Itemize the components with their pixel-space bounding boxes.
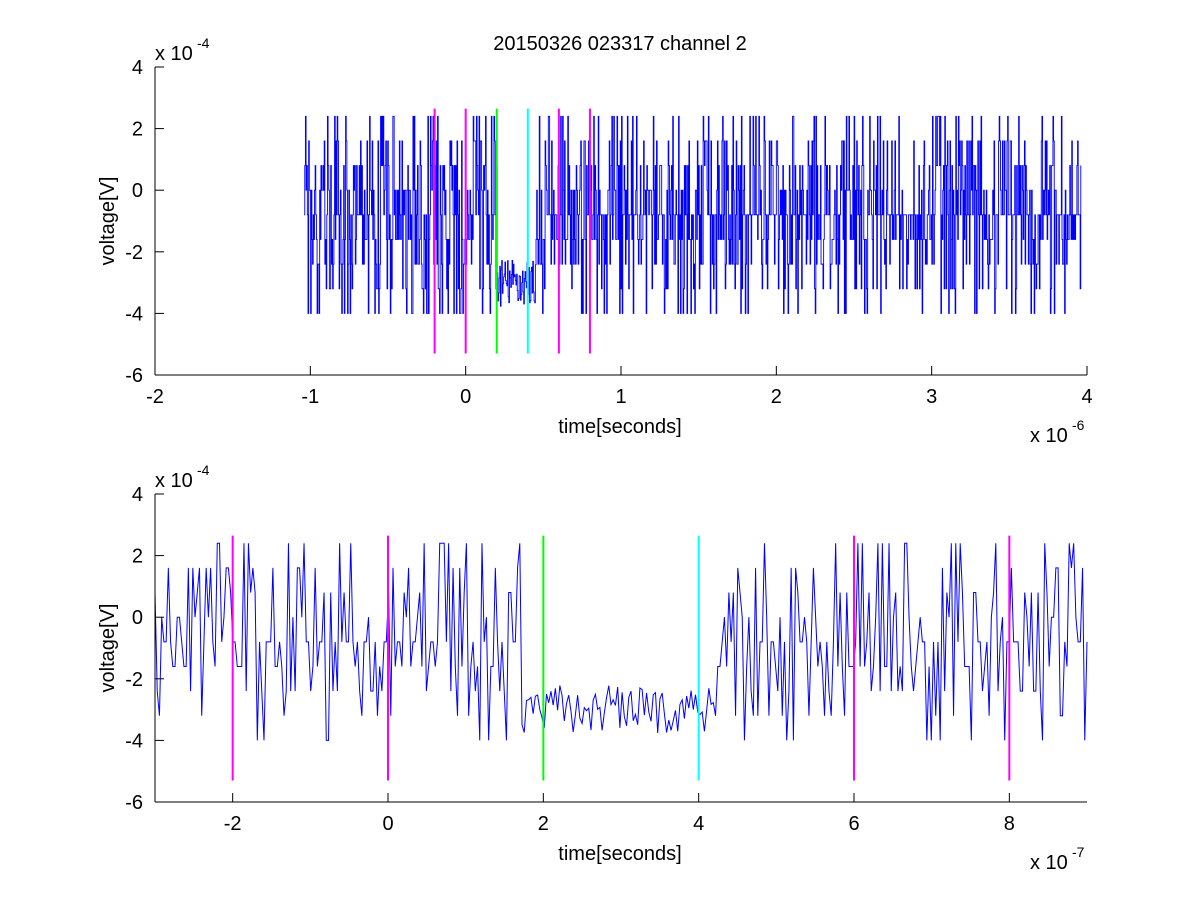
bottom-y-tick-label: -6 [125,792,143,814]
top-y-exponent: x 10 -4 [155,35,210,65]
bottom-x-tick-label: 4 [693,813,704,835]
bottom-x-axis-label: time[seconds] [558,843,681,865]
top-x-tick-label: 0 [460,386,471,408]
top-x-tick-label: -1 [301,386,319,408]
top-y-tick-label: -2 [125,242,143,264]
bottom-y-tick-label: -2 [125,669,143,691]
bottom-axes-box [155,494,1087,802]
bottom-plot-panel: -2 0 2 4 6 8 -6 -4 -2 0 2 4 time[seconds] voltage[V… [97,462,1088,874]
bottom-x-tick-label: 2 [538,813,549,835]
top-y-axis-label: voltage[V] [97,177,119,266]
top-plot-panel: -2 -1 0 1 2 3 4 -6 -4 -2 0 2 4 time[seconds] voltage… [97,35,1093,447]
top-y-tick-label: 4 [132,57,143,79]
bottom-x-tick-label: 0 [382,813,393,835]
top-x-tick-label: 2 [771,386,782,408]
bottom-y-tick-label: 4 [132,484,143,506]
top-signal-line [304,115,1082,314]
bottom-plot-area: -2 0 2 4 6 8 -6 -4 -2 0 2 4 [125,484,1088,835]
top-x-tick-label: -2 [146,386,164,408]
bottom-y-tick-label: 0 [132,607,143,629]
top-x-axis-label: time[seconds] [558,416,681,438]
bottom-y-tick-label: 2 [132,546,143,568]
bottom-x-exponent-base: x 10 [1030,852,1068,874]
top-x-exponent: x 10 -6 [1030,417,1085,447]
bottom-x-tick-label: -2 [224,813,242,835]
top-x-exponent-base: x 10 [1030,425,1068,447]
bottom-y-exponent: x 10 -4 [155,462,210,492]
top-x-tick-label: 3 [926,386,937,408]
bottom-x-tick-label: 8 [1004,813,1015,835]
bottom-y-exponent-power: -4 [197,462,210,478]
bottom-y-exponent-base: x 10 [155,470,193,492]
bottom-y-tick-label: -4 [125,730,143,752]
figure-title: 20150326 023317 channel 2 [493,33,747,55]
bottom-signal-line [154,542,1088,741]
top-plot-area: -2 -1 0 1 2 3 4 -6 -4 -2 0 2 4 [125,57,1092,408]
top-x-tick-label: 1 [615,386,626,408]
top-y-exponent-power: -4 [197,35,210,51]
top-x-tick-label: 4 [1081,386,1092,408]
bottom-x-exponent-power: -7 [1072,844,1085,860]
top-y-tick-label: -4 [125,303,143,325]
top-y-tick-label: 0 [132,180,143,202]
top-x-exponent-power: -6 [1072,417,1085,433]
bottom-x-tick-label: 6 [848,813,859,835]
bottom-x-exponent: x 10 -7 [1030,844,1085,874]
top-y-exponent-base: x 10 [155,43,193,65]
top-y-tick-label: 2 [132,119,143,141]
top-y-tick-label: -6 [125,365,143,387]
bottom-y-axis-label: voltage[V] [97,604,119,693]
